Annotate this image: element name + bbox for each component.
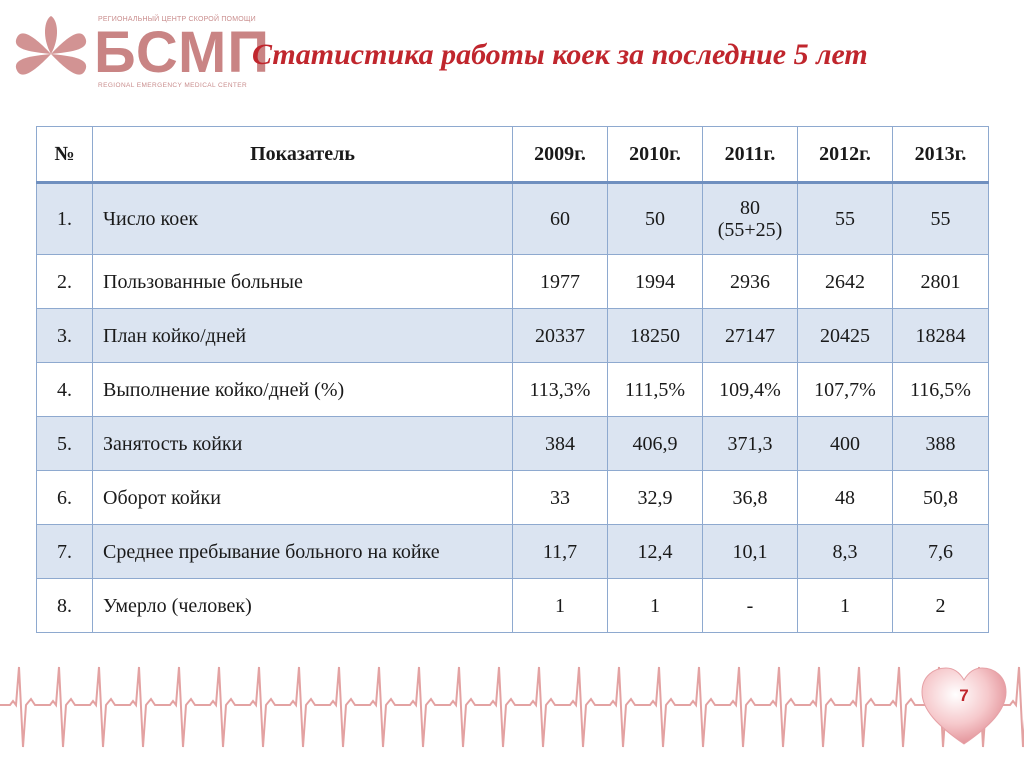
heart-icon xyxy=(921,667,1007,745)
table-row: 5. Занятость койки 384 406,9 371,3 400 3… xyxy=(36,416,989,471)
header-year-2013: 2013г. xyxy=(892,126,989,184)
cell-2010: 18250 xyxy=(607,308,703,363)
cell-2010: 1994 xyxy=(607,254,703,309)
cell-2011: 27147 xyxy=(702,308,798,363)
row-number: 6. xyxy=(36,470,93,525)
cell-2012: 55 xyxy=(797,182,893,255)
row-label: Число коек xyxy=(92,182,513,255)
row-label: Среднее пребывание больного на койке xyxy=(92,524,513,579)
logo-mark-icon xyxy=(15,16,87,75)
cell-2010: 406,9 xyxy=(607,416,703,471)
cell-2013: 388 xyxy=(892,416,989,471)
cell-2012: 400 xyxy=(797,416,893,471)
cell-2009: 113,3% xyxy=(512,362,608,417)
cell-2012: 2642 xyxy=(797,254,893,309)
ecg-line-decoration xyxy=(0,666,1024,748)
page-title: Статистика работы коек за последние 5 ле… xyxy=(252,38,868,71)
cell-2012: 8,3 xyxy=(797,524,893,579)
table-row: 8. Умерло (человек) 1 1 - 1 2 xyxy=(36,578,989,633)
cell-2009: 1 xyxy=(512,578,608,633)
cell-2013: 50,8 xyxy=(892,470,989,525)
cell-2011: 80 (55+25) xyxy=(702,182,798,255)
table-row: 4. Выполнение койко/дней (%) 113,3% 111,… xyxy=(36,362,989,417)
cell-2010: 111,5% xyxy=(607,362,703,417)
row-label: Выполнение койко/дней (%) xyxy=(92,362,513,417)
logo-tagline-top: РЕГИОНАЛЬНЫЙ ЦЕНТР СКОРОЙ ПОМОЩИ xyxy=(98,16,256,23)
cell-2013: 2 xyxy=(892,578,989,633)
row-number: 7. xyxy=(36,524,93,579)
logo-wordmark: БСМП xyxy=(94,20,271,85)
statistics-table: № Показатель 2009г. 2010г. 2011г. 2012г.… xyxy=(36,126,989,633)
logo-tagline-bottom: REGIONAL EMERGENCY MEDICAL CENTER xyxy=(98,82,248,89)
row-number: 2. xyxy=(36,254,93,309)
cell-2012: 48 xyxy=(797,470,893,525)
cell-2009: 1977 xyxy=(512,254,608,309)
cell-2011: - xyxy=(702,578,798,633)
header-indicator: Показатель xyxy=(92,126,513,184)
cell-2011: 10,1 xyxy=(702,524,798,579)
row-number: 4. xyxy=(36,362,93,417)
row-label: Занятость койки xyxy=(92,416,513,471)
table-header-row: № Показатель 2009г. 2010г. 2011г. 2012г.… xyxy=(36,126,989,184)
page-number: 7 xyxy=(959,686,969,705)
table-row: 6. Оборот койки 33 32,9 36,8 48 50,8 xyxy=(36,470,989,525)
table-row: 1. Число коек 60 50 80 (55+25) 55 55 xyxy=(36,182,989,255)
table-row: 7. Среднее пребывание больного на койке … xyxy=(36,524,989,579)
row-number: 3. xyxy=(36,308,93,363)
cell-2009: 11,7 xyxy=(512,524,608,579)
row-label: План койко/дней xyxy=(92,308,513,363)
cell-2011: 36,8 xyxy=(702,470,798,525)
row-number: 8. xyxy=(36,578,93,633)
cell-2010: 50 xyxy=(607,182,703,255)
cell-2013: 116,5% xyxy=(892,362,989,417)
cell-2013: 18284 xyxy=(892,308,989,363)
header-number: № xyxy=(36,126,93,184)
row-label: Умерло (человек) xyxy=(92,578,513,633)
row-number: 1. xyxy=(36,182,93,255)
cell-2011: 2936 xyxy=(702,254,798,309)
table-row: 3. План койко/дней 20337 18250 27147 204… xyxy=(36,308,989,363)
cell-2013: 2801 xyxy=(892,254,989,309)
cell-2013: 55 xyxy=(892,182,989,255)
cell-2011: 109,4% xyxy=(702,362,798,417)
row-label: Пользованные больные xyxy=(92,254,513,309)
statistics-table-container: № Показатель 2009г. 2010г. 2011г. 2012г.… xyxy=(36,126,989,633)
cell-2010: 12,4 xyxy=(607,524,703,579)
row-label: Оборот койки xyxy=(92,470,513,525)
row-number: 5. xyxy=(36,416,93,471)
logo: РЕГИОНАЛЬНЫЙ ЦЕНТР СКОРОЙ ПОМОЩИ БСМП RE… xyxy=(14,12,269,96)
cell-2012: 20425 xyxy=(797,308,893,363)
table-row: 2. Пользованные больные 1977 1994 2936 2… xyxy=(36,254,989,309)
cell-2009: 384 xyxy=(512,416,608,471)
cell-2009: 33 xyxy=(512,470,608,525)
cell-2010: 1 xyxy=(607,578,703,633)
header-year-2009: 2009г. xyxy=(512,126,608,184)
header-year-2012: 2012г. xyxy=(797,126,893,184)
header-year-2011: 2011г. xyxy=(702,126,798,184)
cell-2013: 7,6 xyxy=(892,524,989,579)
cell-2009: 20337 xyxy=(512,308,608,363)
cell-2010: 32,9 xyxy=(607,470,703,525)
header-year-2010: 2010г. xyxy=(607,126,703,184)
cell-2012: 1 xyxy=(797,578,893,633)
cell-2011: 371,3 xyxy=(702,416,798,471)
ecg-line-icon xyxy=(0,666,1024,748)
cell-2012: 107,7% xyxy=(797,362,893,417)
cell-2009: 60 xyxy=(512,182,608,255)
